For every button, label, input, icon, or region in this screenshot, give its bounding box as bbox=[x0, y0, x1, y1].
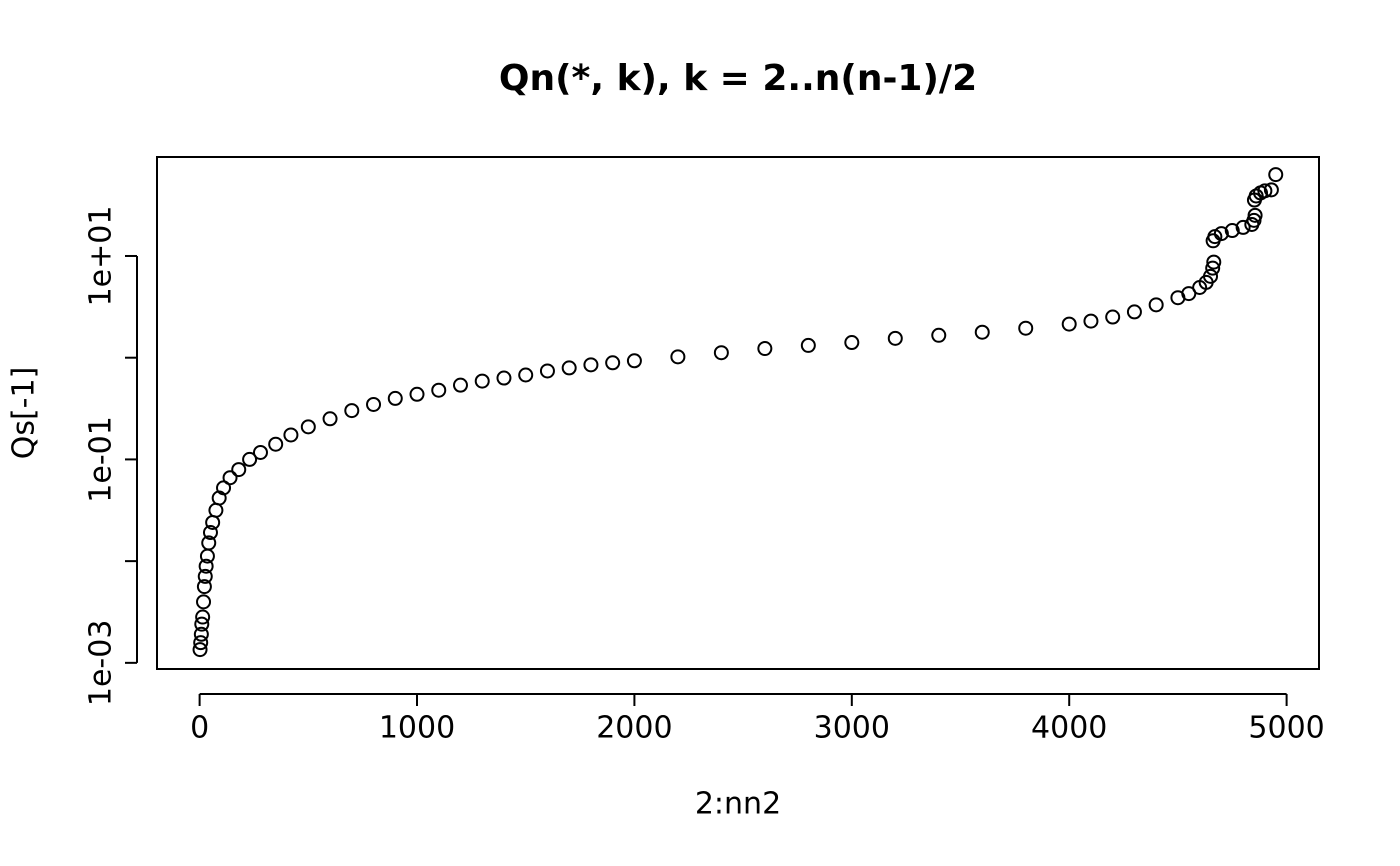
point bbox=[196, 579, 212, 595]
y-tick-label: 1e-03 bbox=[84, 620, 119, 707]
point bbox=[626, 353, 642, 369]
y-axis-label: Qs[-1] bbox=[7, 367, 42, 460]
point bbox=[605, 355, 621, 371]
point bbox=[195, 609, 211, 625]
point bbox=[561, 360, 577, 376]
point bbox=[887, 330, 903, 346]
point bbox=[197, 568, 213, 584]
point bbox=[452, 377, 468, 393]
point bbox=[322, 411, 338, 427]
point bbox=[1206, 254, 1222, 270]
point bbox=[1105, 309, 1121, 325]
point bbox=[198, 558, 214, 574]
point bbox=[1083, 313, 1099, 329]
point bbox=[496, 370, 512, 386]
point bbox=[1268, 167, 1284, 183]
point bbox=[202, 525, 218, 541]
point bbox=[387, 390, 403, 406]
point bbox=[670, 349, 686, 365]
point bbox=[300, 419, 316, 435]
point bbox=[231, 462, 247, 478]
point bbox=[1224, 223, 1240, 239]
point bbox=[713, 345, 729, 361]
point bbox=[518, 367, 534, 383]
point bbox=[1148, 297, 1164, 313]
point bbox=[1263, 182, 1279, 198]
point bbox=[196, 594, 212, 610]
point bbox=[208, 502, 224, 518]
x-tick-label: 2000 bbox=[596, 711, 672, 746]
point bbox=[1257, 183, 1273, 199]
plot-frame bbox=[156, 156, 1320, 670]
point bbox=[1247, 207, 1263, 223]
y-tick-label: 1e+01 bbox=[84, 206, 119, 307]
point bbox=[252, 444, 268, 460]
x-axis-label: 2:nn2 bbox=[695, 787, 781, 822]
point bbox=[931, 327, 947, 343]
y-tick-label: 1e-01 bbox=[84, 416, 119, 503]
point bbox=[800, 337, 816, 353]
point bbox=[1203, 268, 1219, 284]
point bbox=[283, 427, 299, 443]
point bbox=[1061, 316, 1077, 332]
point bbox=[344, 403, 360, 419]
x-tick-label: 5000 bbox=[1248, 711, 1324, 746]
x-tick-label: 4000 bbox=[1031, 711, 1107, 746]
point bbox=[268, 436, 284, 452]
point bbox=[539, 363, 555, 379]
point bbox=[974, 324, 990, 340]
point bbox=[1018, 320, 1034, 336]
point bbox=[366, 396, 382, 412]
point bbox=[194, 616, 210, 632]
point bbox=[474, 373, 490, 389]
point bbox=[1126, 304, 1142, 320]
point bbox=[1235, 219, 1251, 235]
point bbox=[583, 357, 599, 373]
point bbox=[222, 470, 238, 486]
point bbox=[1213, 226, 1229, 242]
point bbox=[242, 451, 258, 467]
x-tick-label: 0 bbox=[190, 711, 209, 746]
point bbox=[1205, 260, 1221, 276]
point bbox=[844, 335, 860, 351]
chart-title: Qn(*, k), k = 2..n(n-1)/2 bbox=[499, 58, 977, 99]
point bbox=[193, 635, 209, 651]
point bbox=[409, 386, 425, 402]
point bbox=[192, 642, 208, 658]
point bbox=[201, 535, 217, 551]
point bbox=[757, 341, 773, 357]
x-tick-label: 1000 bbox=[379, 711, 455, 746]
point bbox=[193, 626, 209, 642]
point bbox=[431, 382, 447, 398]
x-tick-label: 3000 bbox=[814, 711, 890, 746]
